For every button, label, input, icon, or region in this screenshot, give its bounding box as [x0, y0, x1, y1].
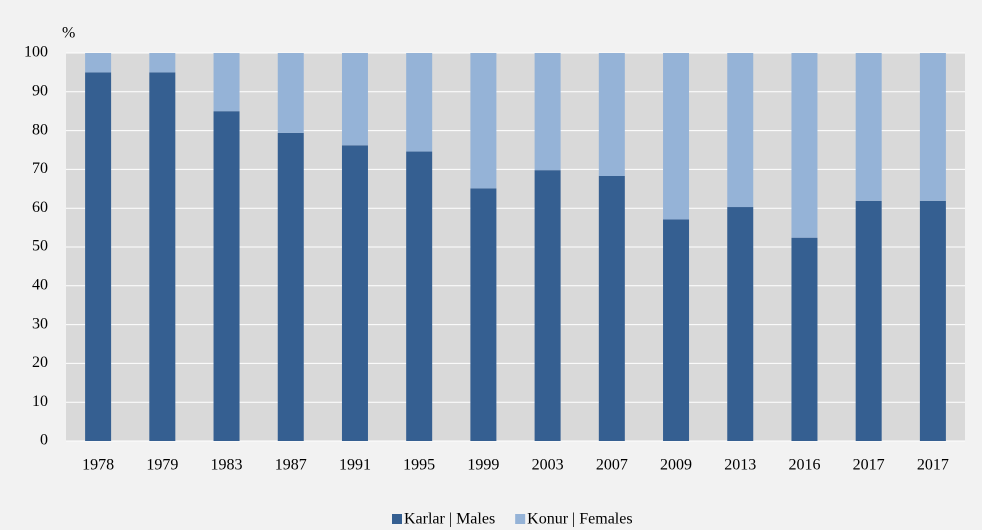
x-tick-label: 2016	[788, 457, 820, 474]
bar-segment	[149, 53, 176, 73]
y-tick-label: 40	[32, 276, 48, 293]
bar-segment	[598, 53, 625, 176]
x-tick-label: 1978	[82, 457, 114, 474]
y-tick-label: 10	[32, 393, 48, 410]
bar-segment	[727, 207, 754, 441]
bar-segment	[341, 53, 368, 146]
bar-segment	[213, 53, 240, 112]
x-tick-label: 2003	[532, 457, 564, 474]
bar-segment	[470, 53, 497, 189]
bar-segment	[791, 237, 818, 441]
bar-segment	[85, 72, 112, 442]
x-tick-label: 1979	[146, 457, 178, 474]
bar-segment	[85, 53, 112, 73]
y-tick-label: 90	[32, 82, 48, 99]
bar-segment	[663, 219, 690, 441]
bar-segment	[663, 53, 690, 220]
y-tick-label: 30	[32, 315, 48, 332]
bar-segment	[855, 200, 882, 441]
bar-segment	[791, 53, 818, 238]
y-tick-label: 70	[32, 160, 48, 177]
bar-segment	[149, 72, 176, 442]
y-tick-label: 0	[40, 432, 48, 449]
x-tick-label: 1995	[403, 457, 435, 474]
x-tick-label: 1999	[467, 457, 499, 474]
y-tick-label: 20	[32, 354, 48, 371]
legend-swatch	[515, 514, 526, 524]
x-tick-label: 2017	[853, 457, 885, 474]
x-tick-label: 1991	[339, 457, 371, 474]
legend-label: Karlar | Males	[404, 511, 495, 528]
x-tick-label: 2013	[724, 457, 756, 474]
bar-segment	[855, 53, 882, 201]
y-axis-label: %	[62, 25, 75, 42]
bar-segment	[470, 188, 497, 441]
x-tick-label: 2017	[917, 457, 949, 474]
bar-segment	[406, 151, 433, 441]
bar-segment	[406, 53, 433, 152]
y-tick-label: 80	[32, 121, 48, 138]
bar-segment	[277, 53, 304, 133]
bar-segment	[598, 175, 625, 441]
legend-swatch	[392, 514, 402, 524]
bar-segment	[277, 132, 304, 442]
x-tick-label: 1983	[211, 457, 243, 474]
x-tick-label: 2009	[660, 457, 692, 474]
bar-segment	[534, 170, 561, 441]
bar-segment	[919, 53, 946, 201]
bar-segment	[213, 111, 240, 441]
x-tick-label: 2007	[596, 457, 628, 474]
bar-segment	[727, 53, 754, 208]
y-tick-label: 100	[24, 44, 48, 61]
bar-segment	[534, 53, 561, 171]
bar-segment	[919, 200, 946, 441]
bar-segment	[341, 145, 368, 441]
y-tick-label: 60	[32, 199, 48, 216]
x-tick-label: 1987	[275, 457, 307, 474]
y-tick-label: 50	[32, 238, 48, 255]
legend-label: Konur | Females	[527, 511, 632, 528]
